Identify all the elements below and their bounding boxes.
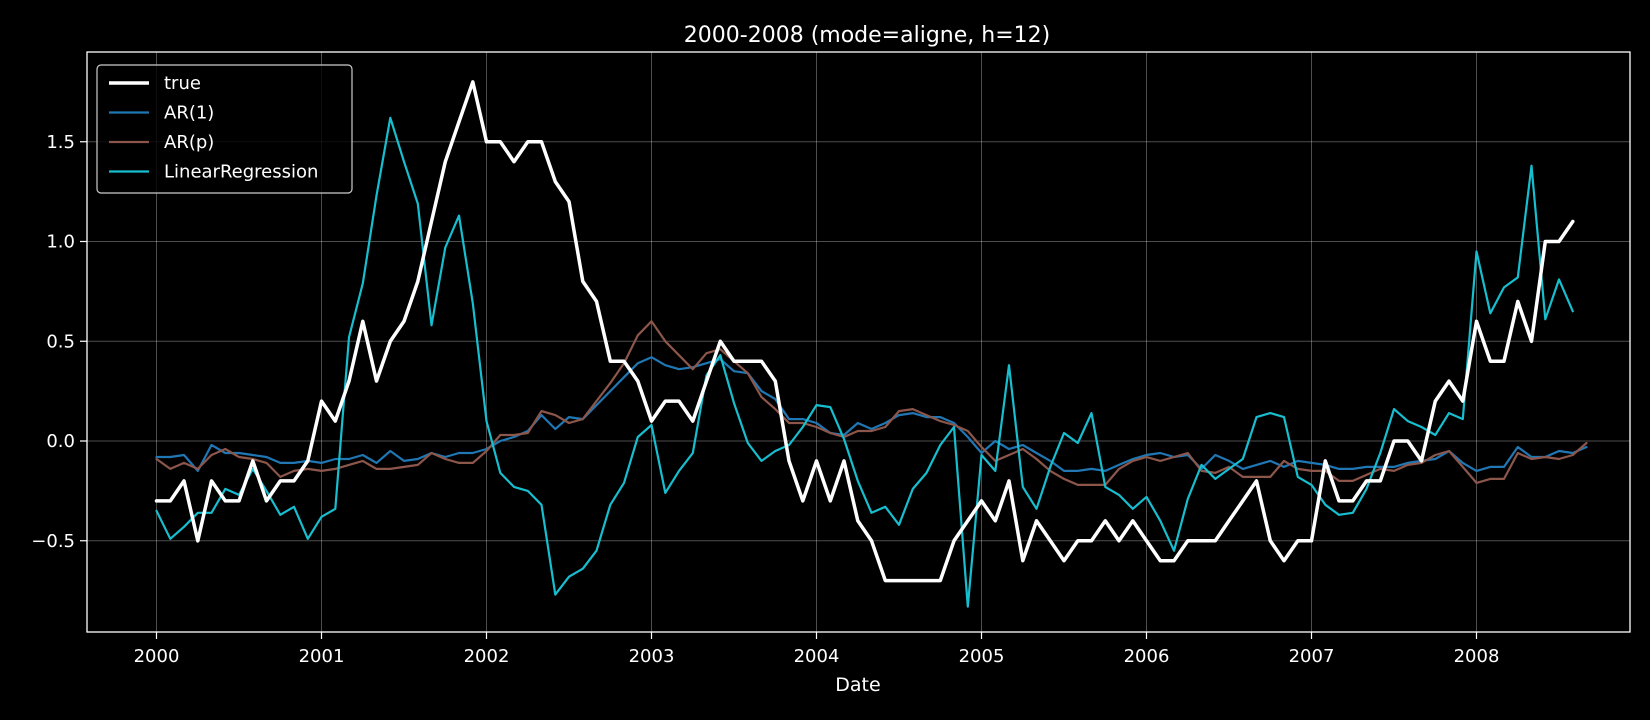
y-tick-label: 1.0 xyxy=(46,232,75,253)
legend-label-ar-1: AR(1) xyxy=(164,103,214,124)
x-tick-label: 2001 xyxy=(299,646,345,667)
y-tick-label: 0.0 xyxy=(46,431,75,452)
series-line-true xyxy=(154,80,1575,583)
x-tick-label: 2000 xyxy=(134,646,180,667)
series-line-ar-1 xyxy=(155,356,1588,472)
x-tick-label: 2002 xyxy=(464,646,510,667)
series-lines xyxy=(154,80,1588,608)
legend-label-true: true xyxy=(164,73,201,94)
plot-frame xyxy=(86,51,1631,633)
x-tick-label: 2005 xyxy=(959,646,1005,667)
y-axis: −0.5 0.0 0.5 1.0 1.5 xyxy=(31,132,87,552)
legend-box xyxy=(96,64,353,194)
legend-label-ar-p: AR(p) xyxy=(164,132,214,153)
series-line-ar-p xyxy=(155,320,1588,486)
grid xyxy=(87,52,1630,632)
x-tick-label: 2003 xyxy=(629,646,675,667)
x-tick-label: 2004 xyxy=(794,646,840,667)
y-tick-label: 0.5 xyxy=(46,331,75,352)
x-tick-label: 2006 xyxy=(1124,646,1170,667)
x-axis: 2000 2001 2002 2003 2004 2005 2006 2007 2008 xyxy=(134,632,1500,667)
y-tick-label: −0.5 xyxy=(31,531,75,552)
y-tick-label: 1.5 xyxy=(46,132,75,153)
x-tick-label: 2008 xyxy=(1454,646,1500,667)
legend: true AR(1) AR(p) LinearRegression xyxy=(96,64,353,194)
x-tick-label: 2007 xyxy=(1289,646,1335,667)
legend-label-linearregression: LinearRegression xyxy=(164,162,318,183)
chart-title: 2000-2008 (mode=aligne, h=12) xyxy=(684,23,1050,48)
series-line-linearregression xyxy=(155,116,1574,608)
x-axis-label: Date xyxy=(835,674,880,696)
